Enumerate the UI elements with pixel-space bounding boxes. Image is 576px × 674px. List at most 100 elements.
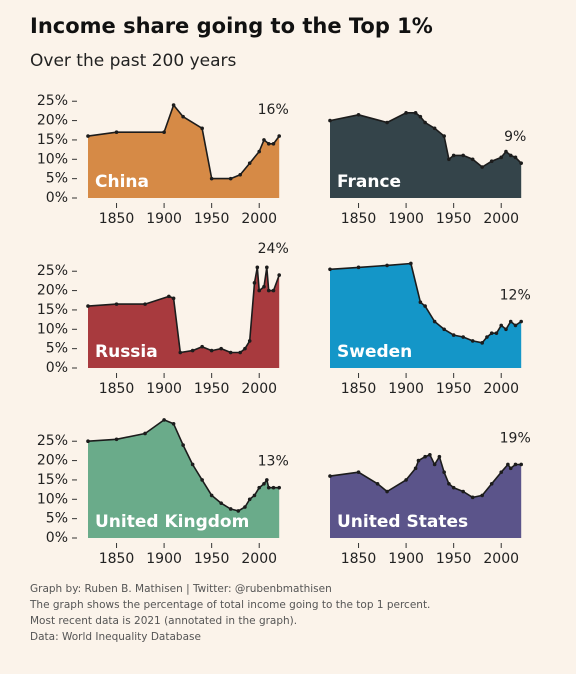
area	[330, 454, 522, 538]
point	[404, 111, 408, 115]
end-annotation: 12%	[500, 288, 531, 304]
point	[499, 470, 504, 474]
x-tick-label: 2000	[241, 211, 277, 227]
point	[418, 300, 423, 304]
point	[432, 462, 437, 467]
point	[519, 319, 523, 324]
point	[461, 153, 465, 158]
y-tick-label: 25%	[37, 93, 68, 109]
point	[86, 134, 90, 138]
footnote: Data: World Inequality Database	[30, 631, 201, 643]
x-tick-label: 2000	[483, 551, 519, 567]
y-tick-label: 25%	[37, 433, 68, 449]
footnote: Most recent data is 2021 (annotated in t…	[30, 615, 297, 627]
point	[451, 333, 456, 337]
x-tick-label: 1900	[146, 551, 182, 567]
point	[480, 493, 484, 498]
point	[447, 482, 451, 486]
point	[262, 482, 266, 486]
point	[385, 263, 389, 268]
point	[437, 454, 442, 459]
x-tick-label: 1950	[194, 381, 230, 397]
x-tick-label: 1950	[194, 551, 230, 567]
point	[238, 172, 242, 177]
x-tick-label: 1850	[99, 211, 135, 227]
x-tick-label: 1850	[99, 551, 135, 567]
footnote: Graph by: Ruben B. Mathisen | Twitter: @…	[30, 583, 332, 595]
point	[404, 478, 408, 482]
point	[423, 120, 427, 125]
point	[266, 288, 271, 293]
point	[489, 159, 494, 164]
point	[271, 485, 276, 490]
point	[271, 288, 276, 293]
point	[190, 348, 195, 353]
point	[277, 134, 281, 138]
point	[277, 485, 281, 490]
end-annotation: 9%	[504, 129, 526, 145]
y-tick-label: 15%	[37, 302, 68, 318]
point	[442, 470, 446, 474]
point	[470, 495, 475, 500]
point	[428, 452, 432, 457]
point	[247, 161, 252, 165]
point	[504, 327, 508, 332]
area	[88, 419, 280, 538]
point	[86, 439, 90, 444]
point	[499, 323, 504, 328]
point	[219, 346, 223, 351]
point	[171, 422, 176, 426]
point	[200, 344, 204, 349]
y-tick-label: 20%	[37, 113, 68, 129]
line	[87, 266, 280, 354]
y-tick-label: 0%	[46, 190, 68, 206]
y-tick-label: 5%	[46, 341, 68, 357]
point	[143, 302, 147, 306]
point	[228, 350, 233, 355]
point	[209, 493, 214, 498]
x-tick-label: 1900	[146, 211, 182, 227]
point	[167, 294, 171, 299]
point	[413, 111, 418, 115]
point	[442, 327, 446, 332]
x-tick-label: 1900	[146, 381, 182, 397]
x-tick-label: 2000	[241, 551, 277, 567]
point	[416, 458, 421, 463]
point	[447, 157, 451, 162]
point	[257, 288, 262, 293]
point	[432, 126, 437, 131]
y-tick-label: 10%	[37, 491, 68, 507]
y-tick-label: 0%	[46, 530, 68, 546]
x-tick-label: 1850	[341, 381, 377, 397]
point	[228, 507, 233, 511]
area	[88, 267, 280, 368]
y-tick-label: 10%	[37, 321, 68, 337]
point	[461, 335, 465, 339]
point	[328, 118, 332, 123]
y-tick-label: 5%	[46, 171, 68, 187]
point	[243, 505, 247, 509]
point	[190, 462, 195, 467]
point	[409, 261, 413, 266]
point	[470, 339, 475, 343]
point	[413, 466, 418, 471]
point	[480, 165, 484, 169]
x-tick-label: 1850	[341, 211, 377, 227]
point	[266, 485, 271, 490]
point	[423, 304, 427, 308]
point	[442, 134, 446, 138]
point	[266, 142, 271, 146]
point	[506, 462, 510, 467]
x-tick-label: 1900	[388, 381, 424, 397]
point	[228, 176, 233, 181]
point	[162, 418, 166, 422]
point	[219, 501, 223, 505]
y-tick-label: 15%	[37, 472, 68, 488]
point	[513, 462, 518, 467]
point	[451, 153, 456, 158]
point	[470, 157, 475, 162]
series-name: United Kingdom	[95, 512, 249, 532]
series-name: Russia	[95, 342, 158, 362]
point	[255, 265, 260, 270]
